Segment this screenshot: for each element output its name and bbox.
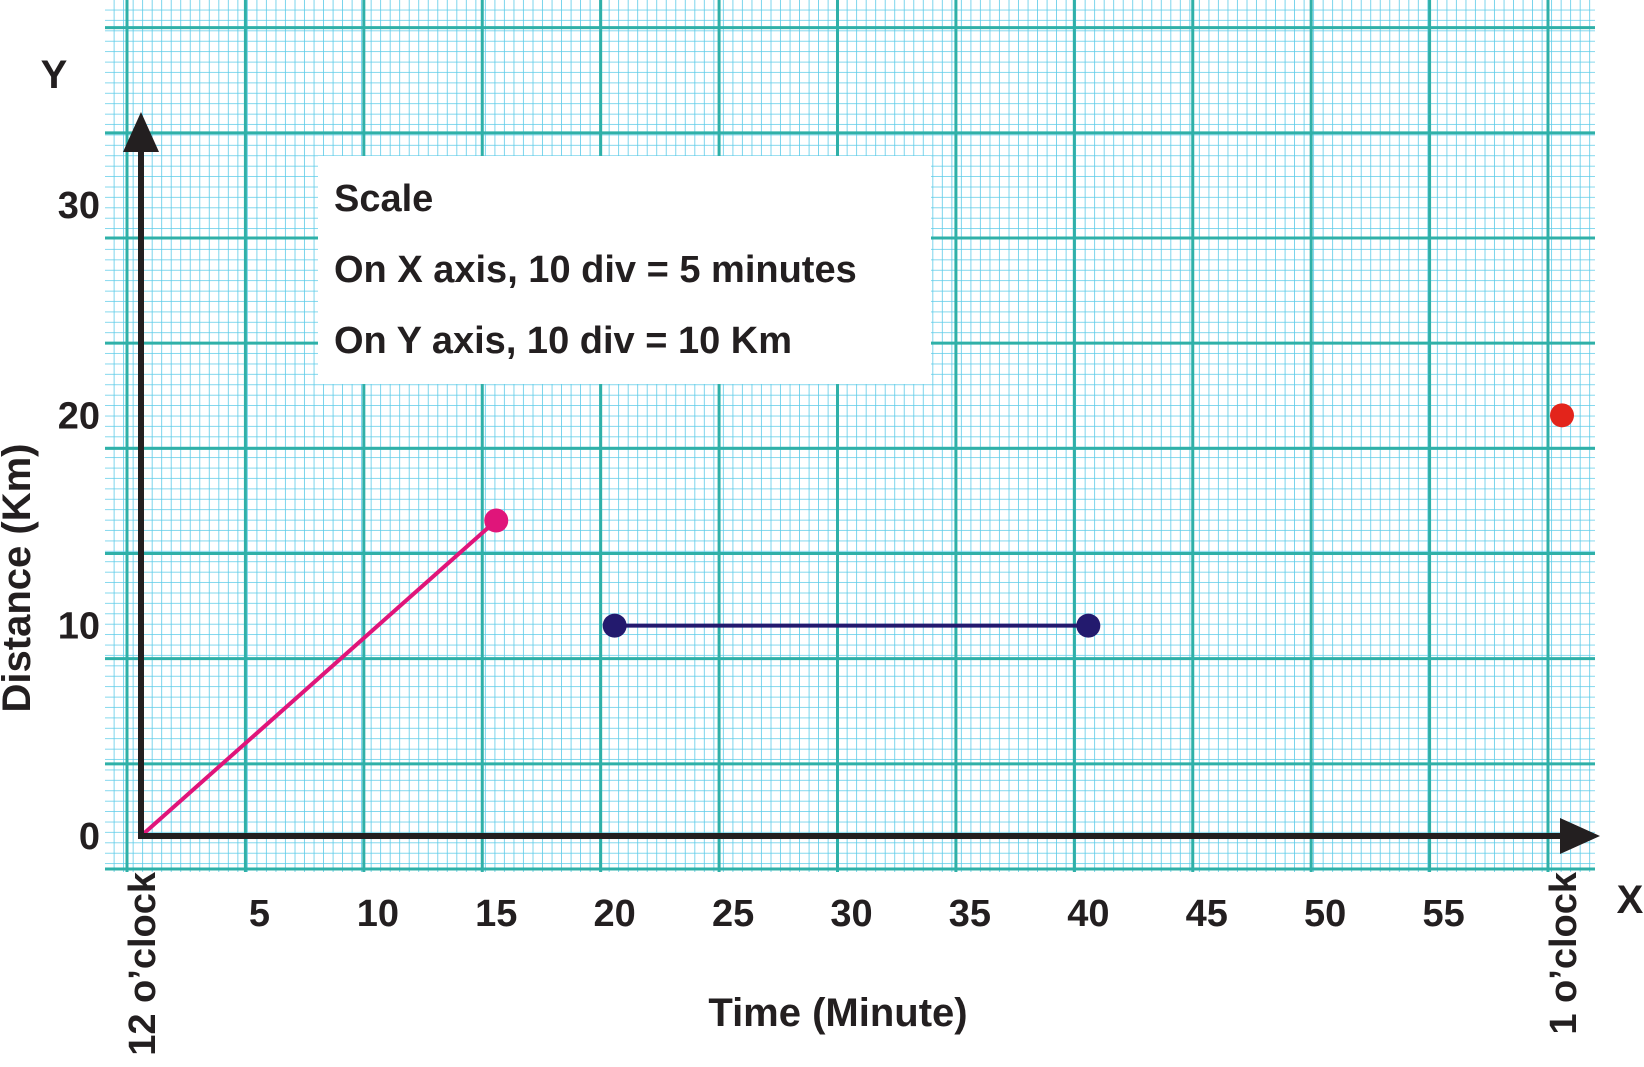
x-tick-label: 10 [357, 893, 399, 935]
series-1-point-1 [484, 508, 509, 533]
y-tick-label: 20 [58, 395, 100, 437]
graph-paper-major-grid [105, 0, 1595, 872]
x-tick-label: 50 [1304, 893, 1346, 935]
y-tick-label: 30 [58, 185, 100, 227]
tick-labels: 12 o’clock 5 10 15 20 25 30 35 40 45 50 55 1 o’clock… [58, 185, 1585, 1056]
x-tick-label: 12 o’clock [122, 871, 164, 1056]
x-tick-label: 25 [712, 893, 754, 935]
y-axis-arrowhead [123, 112, 159, 152]
scale-box-background [318, 156, 931, 384]
x-tick-label: 5 [249, 893, 270, 935]
x-axis-title: Time (Minute) [708, 991, 967, 1035]
y-axis-title: Distance (Km) [0, 444, 39, 713]
x-axis-arrowhead [1560, 818, 1600, 854]
axes [123, 112, 1600, 854]
scale-line-x: On X axis, 10 div = 5 minutes [334, 249, 857, 291]
x-tick-label: 30 [830, 893, 872, 935]
x-tick-label: 55 [1422, 893, 1464, 935]
x-tick-label: 20 [594, 893, 636, 935]
x-axis-letter: X [1617, 878, 1644, 922]
graph-paper [105, 0, 1595, 872]
x-tick-label: 40 [1067, 893, 1109, 935]
x-tick-label: 45 [1186, 893, 1228, 935]
graph-paper-minor-grid [105, 0, 1595, 872]
series-3-point-1 [1550, 403, 1574, 428]
series-2-point-2 [1076, 613, 1101, 638]
x-tick-label: 1 o’clock [1543, 871, 1585, 1034]
scale-box: Scale On X axis, 10 div = 5 minutes On Y… [318, 156, 931, 384]
x-tick-label: 15 [475, 893, 517, 935]
y-tick-label: 0 [79, 816, 100, 858]
y-axis-letter: Y [41, 53, 68, 97]
series-1-line [139, 519, 498, 838]
y-tick-label: 10 [58, 606, 100, 648]
plot-area [139, 403, 1574, 838]
x-tick-label: 35 [949, 893, 991, 935]
scale-title: Scale [334, 178, 433, 220]
series-2-point-1 [602, 613, 627, 638]
scale-line-y: On Y axis, 10 div = 10 Km [334, 320, 792, 362]
